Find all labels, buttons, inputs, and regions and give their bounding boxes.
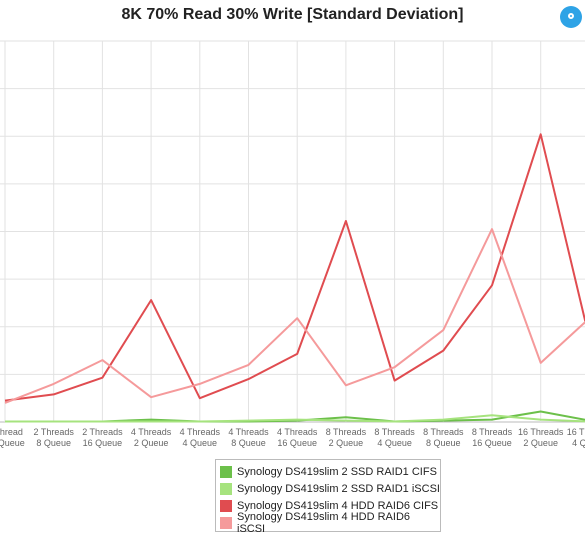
legend-item[interactable]: Synology DS419slim 4 HDD RAID6 CIFS — [220, 497, 440, 514]
info-icon[interactable] — [560, 6, 582, 28]
chart-title: 8K 70% Read 30% Write [Standard Deviatio… — [121, 6, 464, 23]
legend-item[interactable]: Synology DS419slim 4 HDD RAID6 iSCSI — [220, 511, 440, 535]
legend-label: Synology DS419slim 2 SSD RAID1 iSCSI — [237, 482, 440, 495]
legend-swatch — [220, 516, 232, 529]
x-tick-label: 8 Threads 16 Queue — [472, 427, 513, 448]
x-tick-label: 8 Threads 4 Queue — [374, 427, 415, 448]
grid-lines — [0, 40, 585, 423]
x-tick-label: 4 Threads 8 Queue — [228, 427, 269, 448]
legend-swatch — [220, 482, 232, 495]
series-lines — [4, 133, 585, 423]
x-tick-label: 2 Threads 8 Queue — [34, 427, 75, 448]
legend-item[interactable]: Synology DS419slim 2 SSD RAID1 CIFS — [220, 463, 440, 480]
legend-swatch — [220, 499, 232, 512]
legend-label: Synology DS419slim 4 HDD RAID6 iSCSI — [237, 510, 411, 535]
legend-swatch — [220, 465, 232, 478]
x-tick-label: 4 Threads 4 Queue — [180, 427, 221, 448]
x-tick-label: 8 Threads 8 Queue — [423, 427, 464, 448]
legend-label: Synology DS419slim 2 SSD RAID1 CIFS — [237, 465, 437, 478]
legend: Synology DS419slim 2 SSD RAID1 CIFS Synol… — [215, 459, 441, 535]
x-tick-label: 4 Threads 16 Queue — [277, 427, 318, 448]
x-tick-label: 1 Thread16 Queue — [0, 427, 25, 448]
legend-label: Synology DS419slim 4 HDD RAID6 CIFS — [237, 499, 439, 512]
series-line-2 — [5, 414, 585, 423]
legend-item[interactable]: Synology DS419slim 2 SSD RAID1 iSCSI — [220, 480, 440, 497]
x-tick-label: 4 Threads 2 Queue — [131, 427, 172, 448]
series-line-3 — [4, 133, 585, 402]
series-line-4 — [4, 228, 585, 404]
x-tick-label: 16 Threads 2 Queue — [518, 427, 564, 448]
x-tick-label: 2 Threads 16 Queue — [82, 427, 123, 448]
x-tick-label: 8 Threads 2 Queue — [326, 427, 367, 448]
